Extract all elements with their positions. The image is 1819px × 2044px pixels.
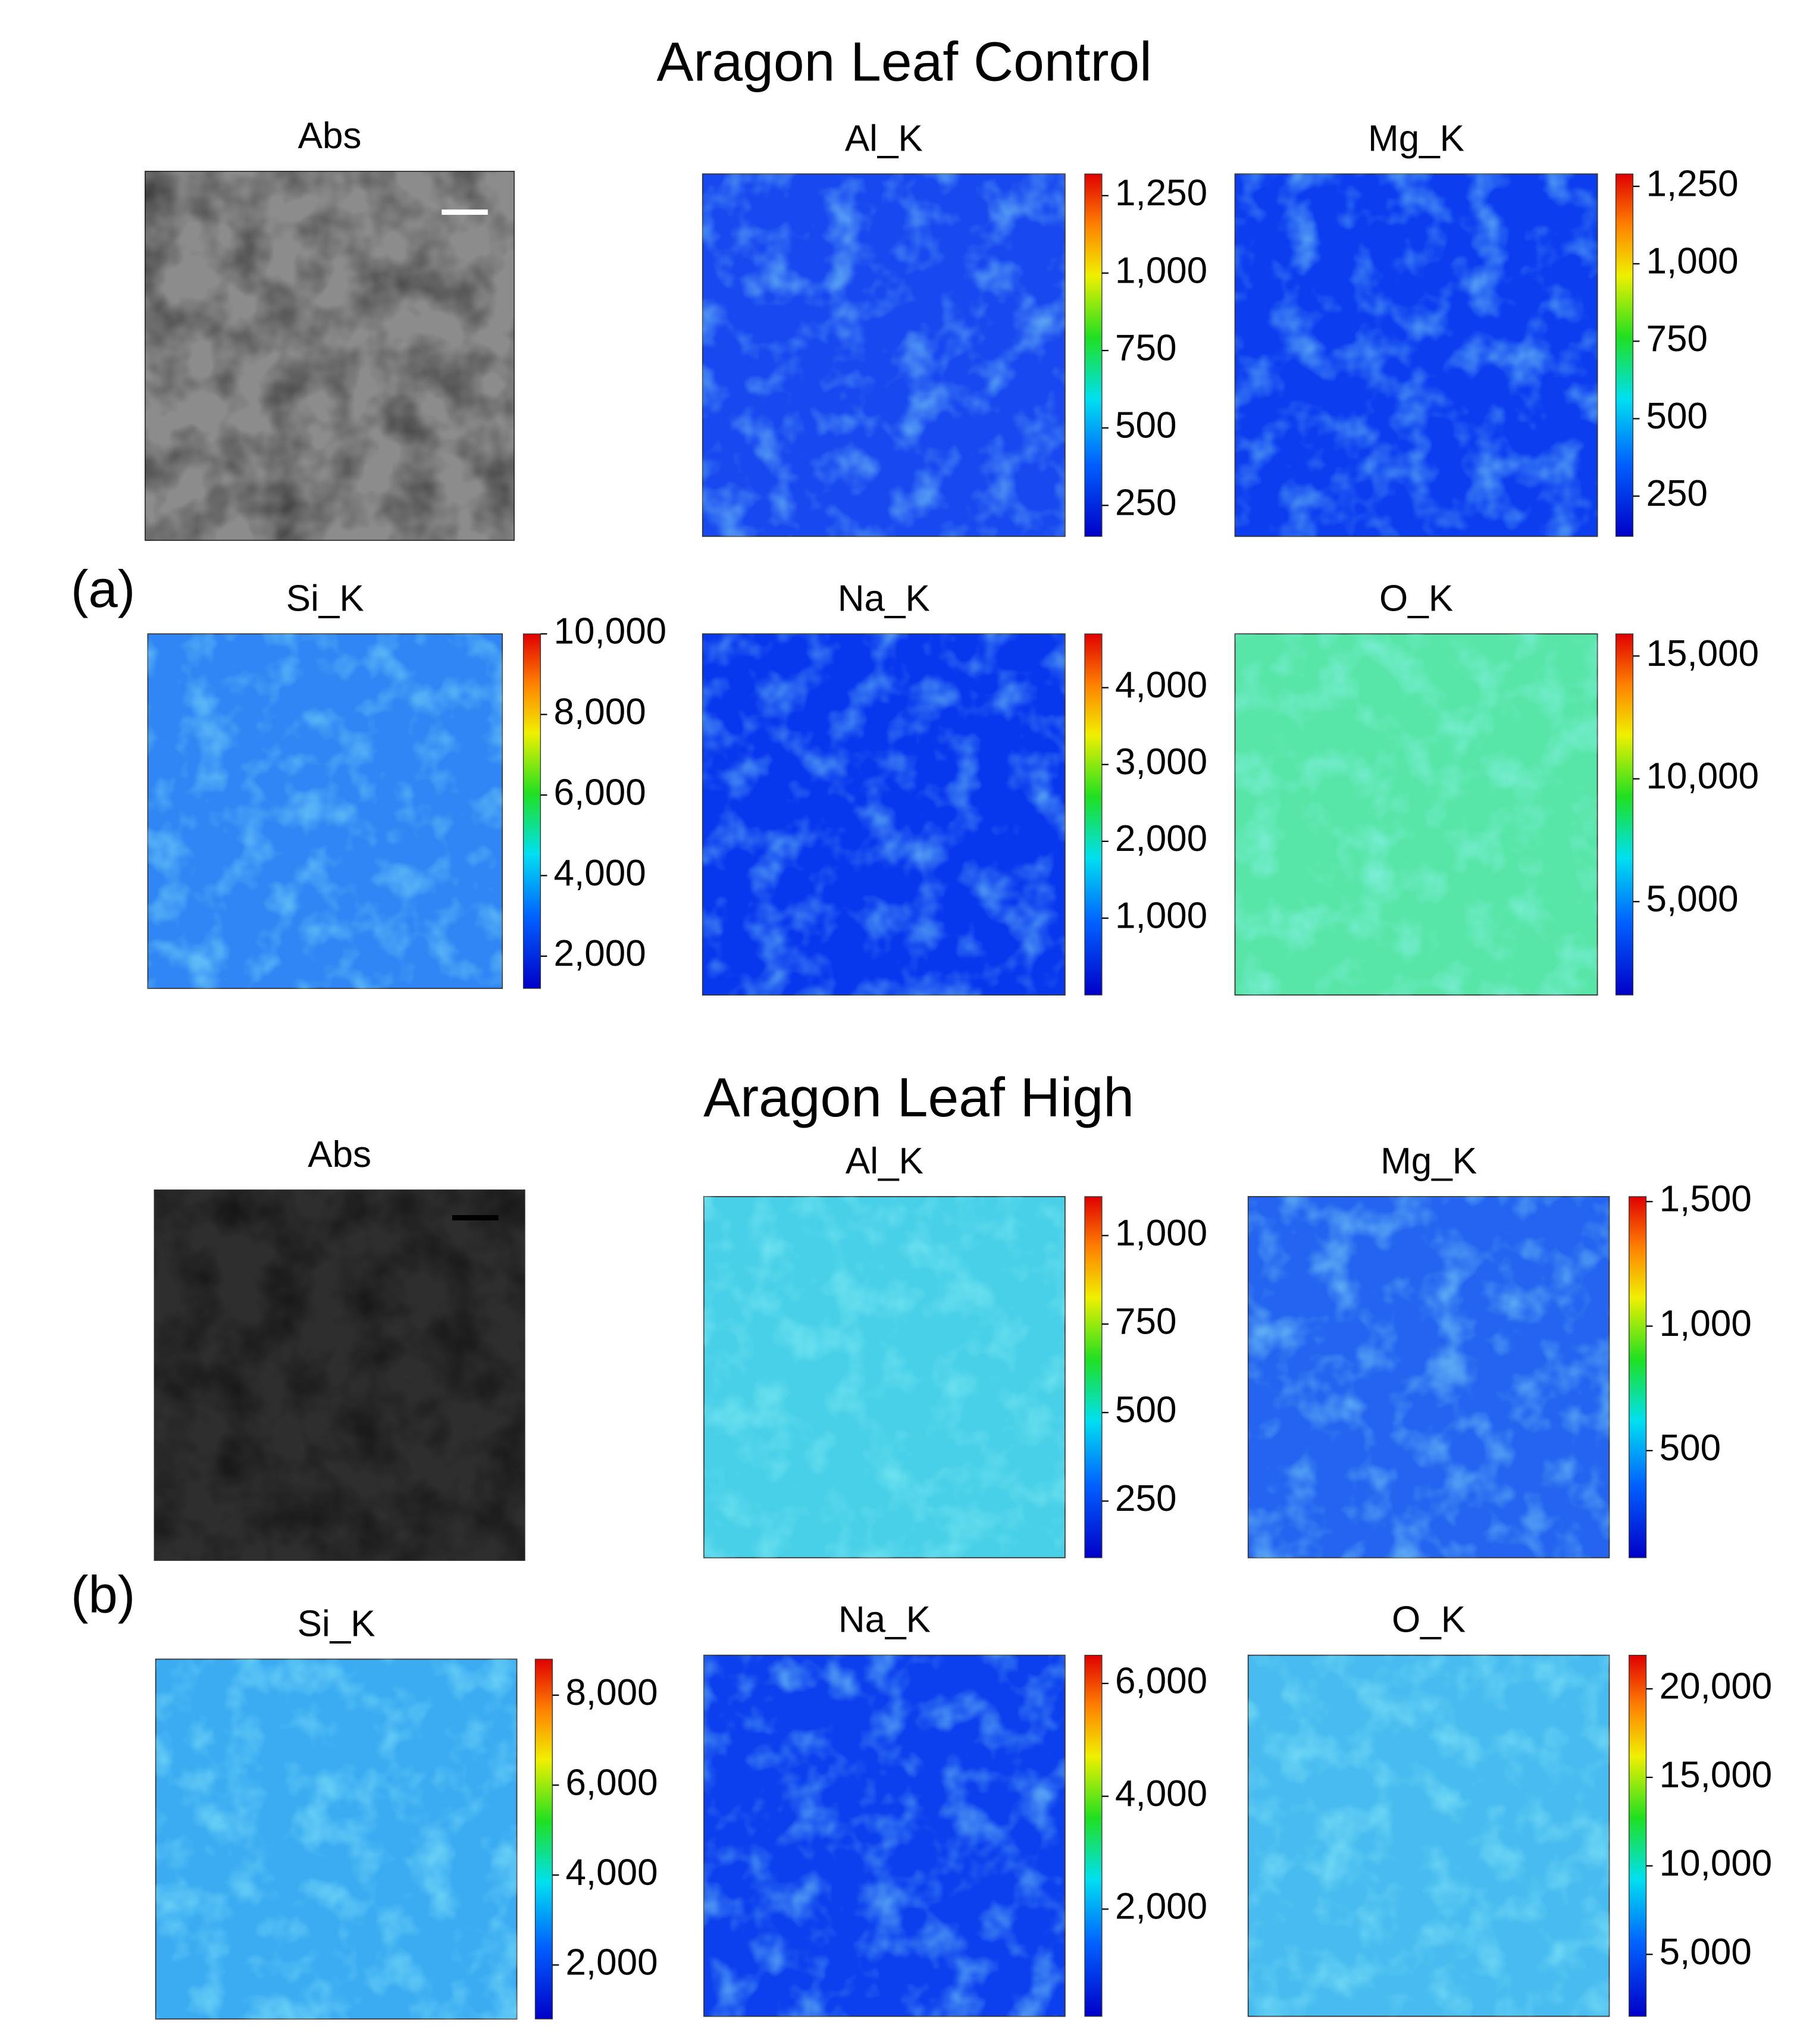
colorbar-tick-label: 15,000 <box>1660 1754 1773 1795</box>
colorbar-tick-label: 5,000 <box>1660 1932 1752 1973</box>
colorbar-tick-label: 750 <box>1115 1301 1176 1342</box>
map-texture <box>1248 1196 1610 1558</box>
colorbar-tick-label: 4,000 <box>1115 1773 1207 1814</box>
colorbar-tick-label: 250 <box>1115 483 1176 524</box>
colorbar <box>1615 633 1634 996</box>
colorbar-tick-label: 2,000 <box>1115 818 1207 859</box>
map-title: Mg_K <box>1368 118 1464 159</box>
colorbar-tick-label: 15,000 <box>1646 633 1759 674</box>
map-title: Si_K <box>298 1603 375 1644</box>
colorbar <box>1629 1654 1647 2017</box>
colorbar-tick-label: 750 <box>1646 318 1708 359</box>
map-texture <box>704 1655 1065 2017</box>
colorbar-tick-label: 6,000 <box>554 772 646 813</box>
colorbar-tick-label: 500 <box>1115 405 1176 446</box>
colorbar-tick-label: 1,500 <box>1660 1179 1752 1220</box>
colorbar-tick-label: 5,000 <box>1646 879 1739 920</box>
map-title: Al_K <box>845 118 923 159</box>
colorbar-tick-label: 1,000 <box>1646 241 1739 282</box>
panel-title: Aragon Leaf Control <box>656 30 1151 92</box>
colorbar-tick-label: 4,000 <box>1115 665 1207 706</box>
panel-title: Aragon Leaf High <box>703 1066 1134 1128</box>
map-title: Na_K <box>838 1599 931 1641</box>
map-title: Na_K <box>838 578 930 619</box>
colorbar-tick-label: 4,000 <box>565 1852 658 1893</box>
colorbar-tick-label: 750 <box>1115 327 1176 368</box>
colorbar-tick-label: 20,000 <box>1660 1666 1773 1707</box>
colorbar <box>1629 1196 1647 1558</box>
colorbar-tick-label: 1,000 <box>1115 1213 1207 1254</box>
colorbar-tick-label: 6,000 <box>565 1762 658 1803</box>
colorbar-tick-label: 8,000 <box>565 1672 658 1713</box>
map-texture <box>155 1659 517 2019</box>
colorbar-tick-label: 250 <box>1646 473 1708 514</box>
colorbar <box>522 633 541 989</box>
colorbar-tick-label: 10,000 <box>1660 1843 1773 1884</box>
panel-label: (b) <box>71 1565 135 1624</box>
map-texture <box>1235 174 1598 537</box>
map-texture <box>148 634 503 989</box>
map-title: O_K <box>1379 578 1453 619</box>
colorbar-tick-label: 6,000 <box>1115 1660 1207 1701</box>
colorbar-tick-label: 10,000 <box>1646 756 1759 797</box>
map-texture <box>702 174 1065 537</box>
colorbar-tick-label: 4,000 <box>554 853 646 894</box>
map-texture <box>145 171 515 541</box>
colorbar-tick-label: 3,000 <box>1115 741 1207 782</box>
colorbar <box>534 1658 553 2020</box>
colorbar-tick-label: 2,000 <box>1115 1886 1207 1927</box>
map-title: Mg_K <box>1380 1141 1477 1182</box>
map-title: Abs <box>298 115 362 156</box>
map-title: O_K <box>1392 1599 1466 1641</box>
colorbar-tick-label: 250 <box>1115 1478 1176 1519</box>
colorbar-tick-label: 8,000 <box>554 691 646 733</box>
colorbar-tick-label: 1,250 <box>1115 173 1207 214</box>
colorbar-tick-label: 500 <box>1660 1428 1721 1469</box>
map-texture <box>154 1190 525 1561</box>
colorbar <box>1084 1654 1103 2017</box>
map-title: Abs <box>308 1134 371 1175</box>
map-texture <box>704 1196 1065 1558</box>
colorbar-tick-label: 1,000 <box>1115 895 1207 936</box>
colorbar-tick-label: 1,250 <box>1646 164 1739 205</box>
map-title: Si_K <box>286 578 364 619</box>
colorbar-tick-label: 1,000 <box>1115 250 1207 291</box>
colorbar <box>1084 173 1103 537</box>
map-texture <box>702 634 1065 996</box>
colorbar <box>1084 633 1103 996</box>
map-texture <box>1235 634 1598 996</box>
map-texture <box>1248 1655 1610 2017</box>
colorbar-tick-label: 1,000 <box>1660 1303 1752 1344</box>
colorbar-tick-label: 500 <box>1646 396 1708 437</box>
colorbar-tick-label: 2,000 <box>565 1942 658 1983</box>
colorbar-tick-label: 500 <box>1115 1389 1176 1431</box>
colorbar <box>1084 1196 1103 1558</box>
map-title: Al_K <box>846 1141 923 1182</box>
colorbar <box>1615 173 1634 537</box>
colorbar-tick-label: 2,000 <box>554 933 646 974</box>
colorbar-tick-label: 10,000 <box>554 611 667 652</box>
panel-label: (a) <box>71 559 135 618</box>
